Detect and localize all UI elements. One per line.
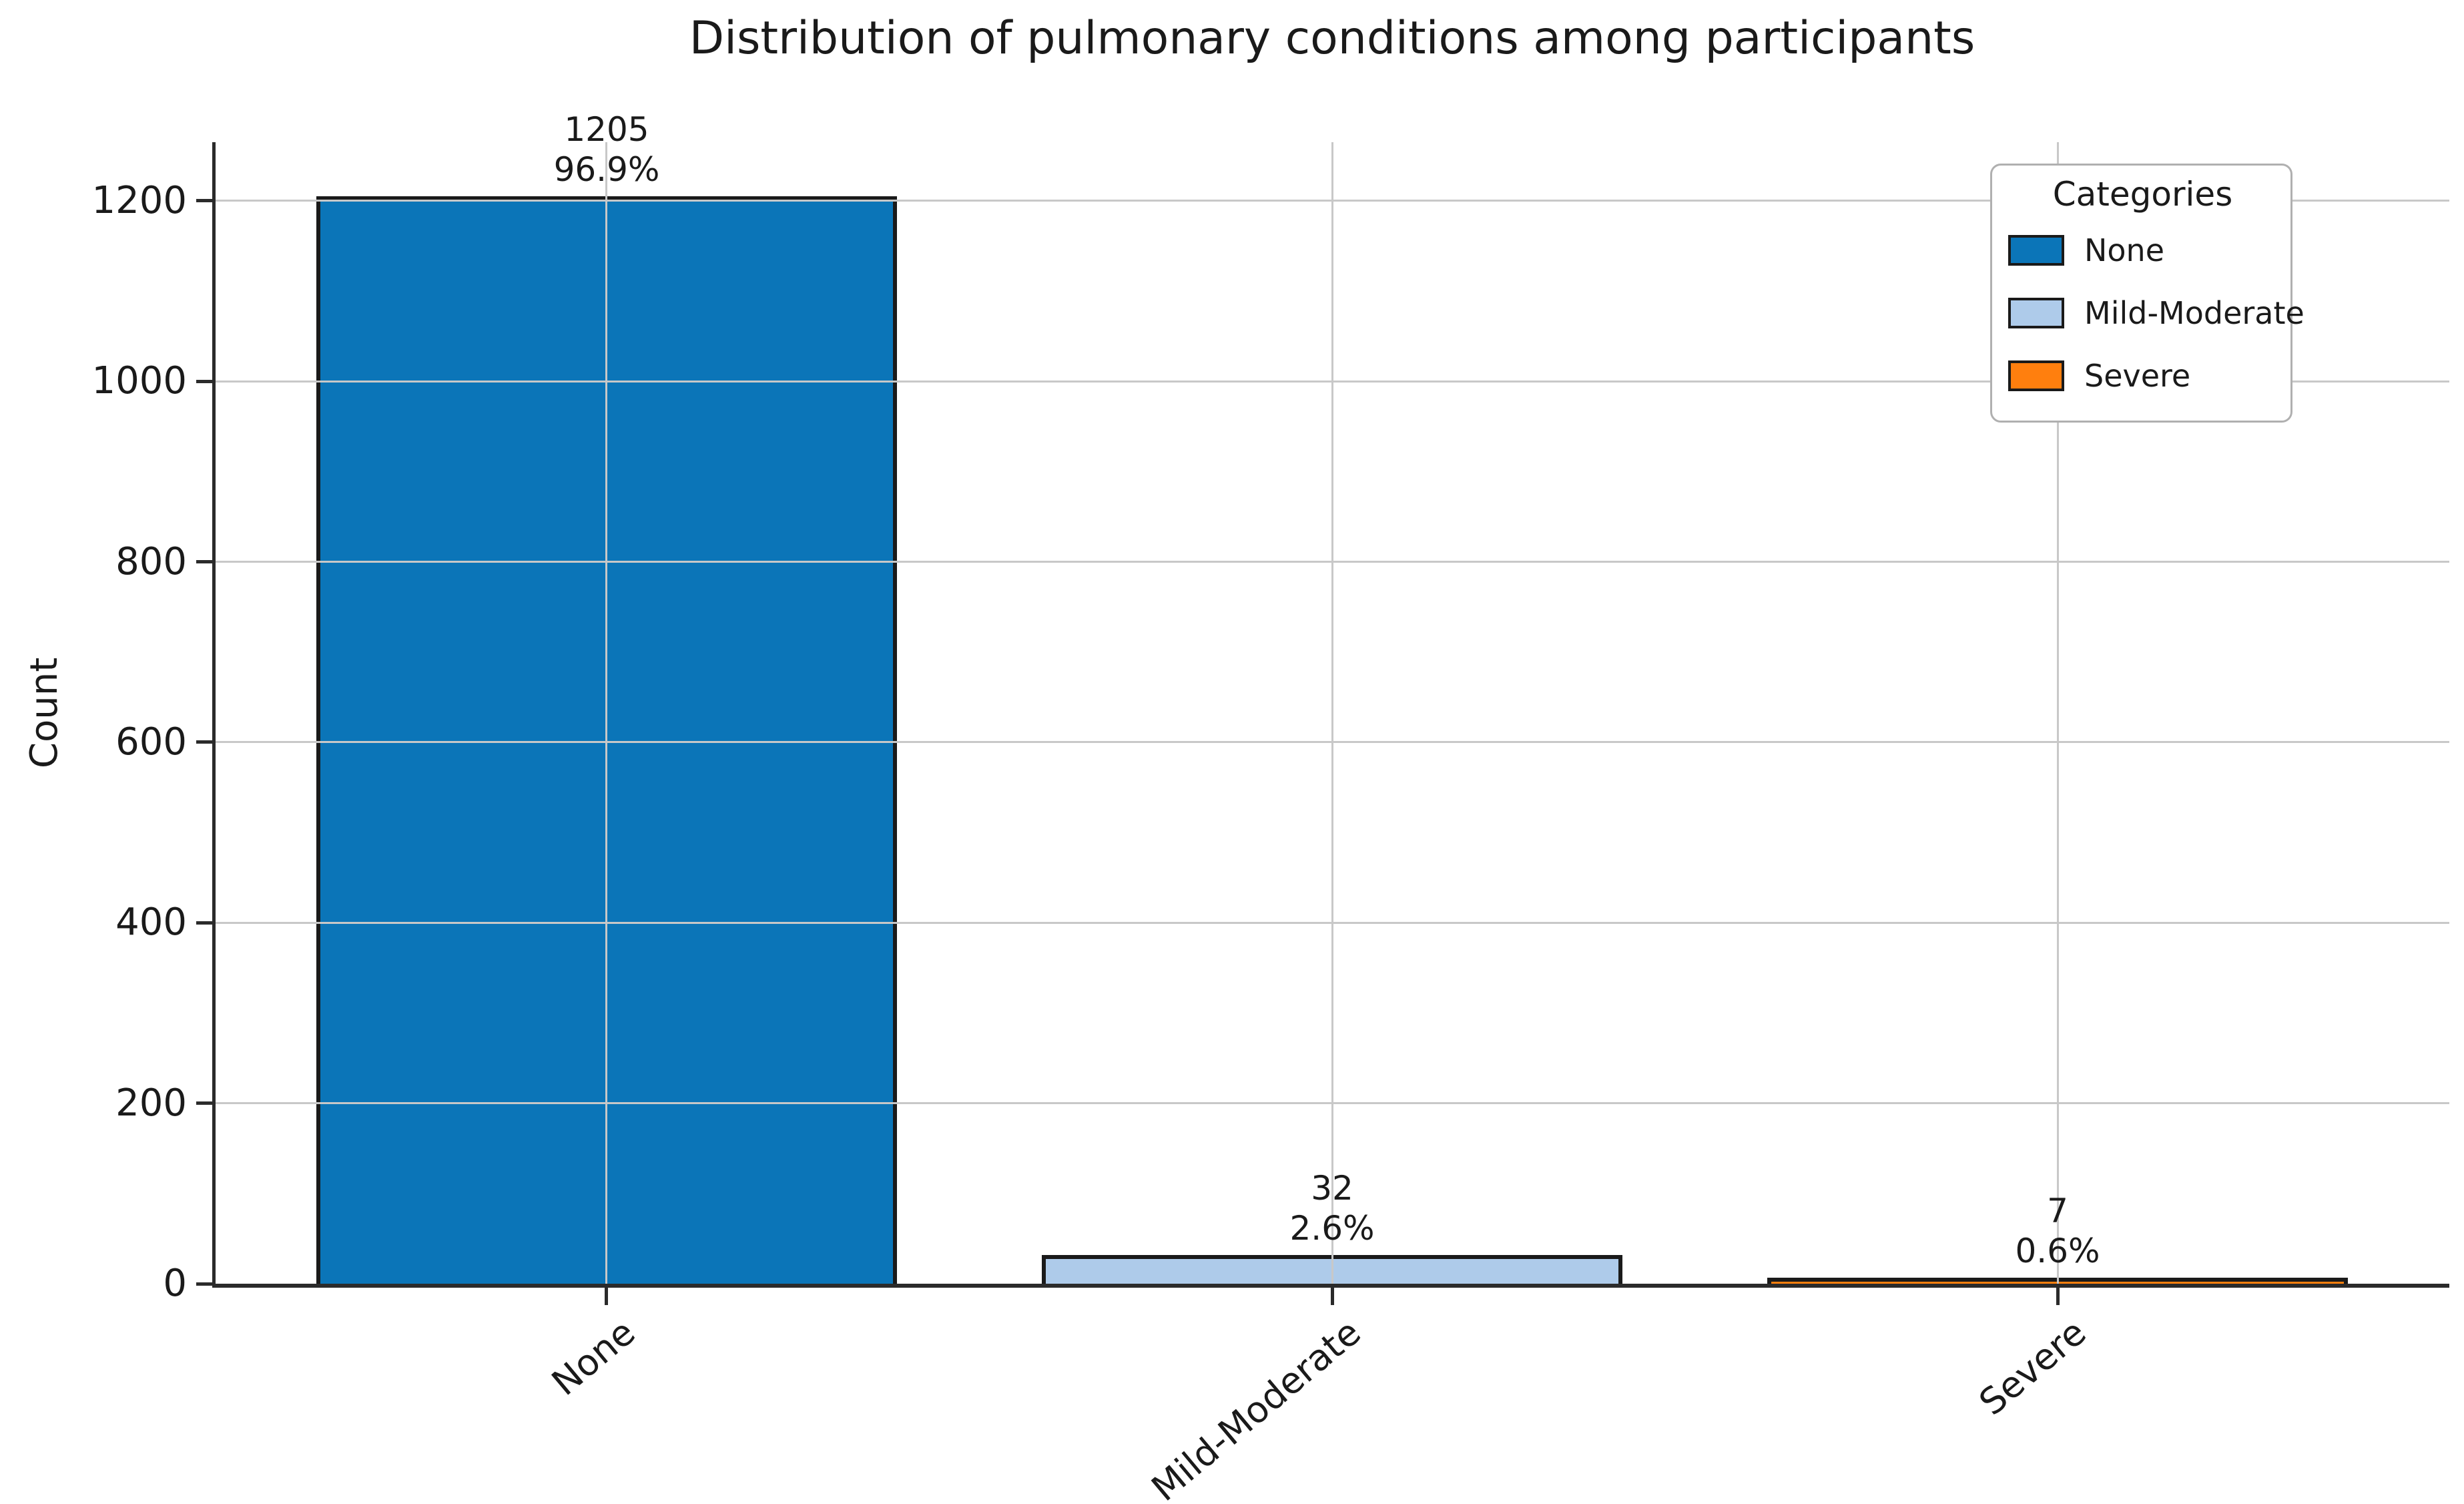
x-tick-mark	[1330, 1288, 1334, 1305]
y-tick-mark	[196, 379, 215, 383]
y-tick-mark	[196, 740, 215, 744]
legend-swatch-icon	[2008, 298, 2064, 328]
y-tick-label: 1000	[91, 359, 187, 403]
bar-value-annotation: 32 2.6%	[1132, 1168, 1532, 1248]
y-tick-mark	[196, 1101, 215, 1105]
y-tick-mark	[196, 560, 215, 564]
legend-label: Severe	[2084, 358, 2191, 394]
vertical-gridline	[1331, 142, 1333, 1284]
y-tick-label: 200	[115, 1081, 187, 1125]
legend-label: Mild-Moderate	[2084, 295, 2304, 331]
bar-percent-label: 96.9%	[553, 150, 660, 190]
bar-count-label: 32	[1311, 1168, 1353, 1208]
horizontal-gridline	[215, 200, 2449, 202]
x-axis-spine	[212, 1284, 2449, 1288]
y-tick-label: 1200	[91, 178, 187, 222]
horizontal-gridline	[215, 741, 2449, 744]
horizontal-gridline	[215, 921, 2449, 924]
bar-value-annotation: 7 0.6%	[1857, 1191, 2258, 1271]
y-axis-spine	[212, 142, 216, 1288]
x-tick-label: Mild-Moderate	[1143, 1311, 1369, 1504]
horizontal-gridline	[215, 380, 2449, 383]
legend: Categories None Mild-Moderate Severe	[1990, 164, 2304, 423]
legend-entries: None Mild-Moderate Severe	[2008, 219, 2304, 407]
chart-title: Distribution of pulmonary conditions amo…	[689, 12, 1975, 65]
legend-swatch-icon	[2008, 235, 2064, 266]
y-tick-mark	[196, 1282, 215, 1286]
y-tick-label: 400	[115, 901, 187, 945]
bar-percent-label: 0.6%	[2015, 1231, 2100, 1270]
y-tick-label: 600	[115, 720, 187, 764]
y-tick-label: 0	[163, 1262, 187, 1305]
y-tick-mark	[196, 921, 215, 925]
legend-label: None	[2084, 232, 2165, 268]
vertical-gridline	[2056, 142, 2059, 1284]
x-tick-label: Severe	[1971, 1311, 2094, 1424]
legend-title: Categories	[2052, 175, 2233, 214]
horizontal-gridline	[215, 1102, 2449, 1105]
legend-entry-none: None	[2008, 219, 2277, 282]
bar-value-annotation: 1205 96.9%	[406, 109, 807, 190]
y-tick-label: 800	[115, 539, 187, 583]
legend-entry-severe: Severe	[2008, 344, 2277, 407]
legend-entry-mild-moderate: Mild-Moderate	[2008, 282, 2304, 344]
bar-percent-label: 2.6%	[1289, 1208, 1375, 1248]
horizontal-gridline	[215, 561, 2449, 563]
y-tick-mark	[196, 199, 215, 203]
x-tick-mark	[2056, 1288, 2060, 1305]
bar-count-label: 1205	[564, 110, 649, 150]
vertical-gridline	[605, 142, 608, 1284]
bar-count-label: 7	[2047, 1191, 2068, 1230]
x-tick-label: None	[544, 1311, 643, 1404]
x-tick-mark	[605, 1288, 609, 1305]
legend-swatch-icon	[2008, 360, 2064, 391]
